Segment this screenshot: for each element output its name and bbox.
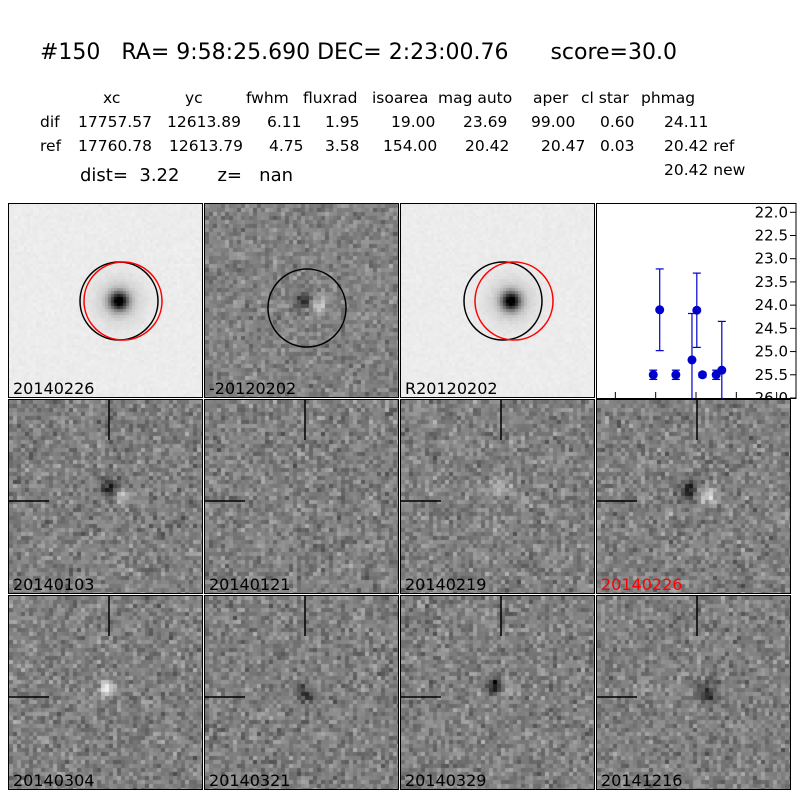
y-tick-label: 22.0	[755, 203, 788, 221]
aperture-overlay	[79, 261, 163, 341]
data-point	[687, 355, 697, 365]
dif-mag-auto: 23.69	[463, 113, 508, 131]
z-value: z= nan	[217, 165, 294, 186]
dif-cl-star: 0.60	[600, 113, 635, 131]
new-aperture-circle	[474, 261, 554, 341]
light-curve-plot: 22.022.523.023.524.024.525.025.526.0−100…	[596, 203, 797, 423]
diff-stamp: 20141216	[596, 595, 791, 790]
col-header-phmag: phmag	[641, 89, 696, 107]
crosshair	[9, 596, 110, 698]
dif-fluxrad: 1.95	[325, 113, 360, 131]
y-tick-label: 24.0	[755, 296, 788, 314]
ref-aperture-circle	[79, 261, 159, 341]
ref-fwhm: 4.75	[269, 137, 304, 155]
stamp-image	[9, 204, 202, 397]
crosshair	[401, 400, 502, 502]
col-header-aper: aper	[533, 89, 569, 107]
stamp-top-2: R20120202	[400, 203, 595, 398]
dif-phmag: 24.11	[664, 113, 709, 131]
stamp-label: 20141216	[601, 771, 683, 790]
stamp-image	[9, 400, 202, 593]
dist-value: dist= 3.22	[80, 165, 180, 186]
stamp-label: 20140321	[209, 771, 291, 790]
stamp-label: 20140226	[13, 379, 95, 398]
crosshair	[597, 596, 698, 698]
ref-aper: 20.47	[541, 137, 586, 155]
dif-isoarea: 19.00	[391, 113, 436, 131]
diff-stamp: 20140226	[596, 399, 791, 594]
diff-stamp: 20140121	[204, 399, 399, 594]
stamp-image	[205, 596, 398, 789]
dif-fwhm: 6.11	[267, 113, 302, 131]
y-tick-label: 25.5	[755, 366, 788, 384]
stamp-image	[205, 400, 398, 593]
crosshair	[205, 596, 306, 698]
ref-fluxrad: 3.58	[325, 137, 360, 155]
ref-phmag: 20.42 ref	[664, 137, 735, 155]
stamp-label: 20140329	[405, 771, 487, 790]
y-tick-label: 22.5	[755, 227, 788, 245]
crosshair	[597, 400, 698, 502]
row-label-ref: ref	[40, 137, 62, 155]
data-point	[648, 370, 658, 380]
stamp-label: 20140219	[405, 575, 487, 594]
stamp-image	[597, 400, 790, 593]
diff-stamp: 20140329	[400, 595, 595, 790]
stamp-image	[401, 596, 594, 789]
diff-stamp: 20140321	[204, 595, 399, 790]
stamp-image	[597, 596, 790, 789]
ref-cl-star: 0.03	[600, 137, 635, 155]
data-point	[697, 370, 707, 380]
col-header-cl-star: cl star	[581, 89, 629, 107]
data-point	[671, 370, 681, 380]
dif-yc: 12613.89	[167, 113, 241, 131]
crosshair	[9, 400, 110, 502]
stamp-top-1: -20120202	[204, 203, 399, 398]
col-header-isoarea: isoarea	[372, 89, 429, 107]
diff-stamp: 20140304	[8, 595, 203, 790]
stamp-label: -20120202	[209, 379, 297, 398]
ref-mag-auto: 20.42	[465, 137, 510, 155]
ref-xc: 17760.78	[78, 137, 152, 155]
stamp-label: 20140103	[13, 575, 95, 594]
dif-xc: 17757.57	[78, 113, 152, 131]
stamp-image	[401, 204, 594, 397]
stamp-image	[401, 400, 594, 593]
crosshair	[205, 400, 306, 502]
stamp-top-0: 20140226	[8, 203, 203, 398]
data-point	[717, 365, 727, 375]
aperture-overlay	[267, 268, 347, 348]
col-header-xc: xc	[103, 89, 121, 107]
phmag-new: 20.42 new	[664, 161, 746, 179]
col-header-fwhm: fwhm	[246, 89, 289, 107]
y-tick-label: 24.5	[755, 319, 788, 337]
new-aperture-circle	[83, 261, 163, 341]
row-label-dif: dif	[40, 113, 60, 131]
stamp-label: R20120202	[405, 379, 498, 398]
col-header-fluxrad: fluxrad	[303, 89, 358, 107]
col-header-mag-auto: mag auto	[438, 89, 513, 107]
aperture-overlay	[463, 261, 554, 341]
summary-line: dist= 3.22 z= nan	[80, 165, 293, 186]
dif-aper: 99.00	[531, 113, 576, 131]
y-tick-label: 25.0	[755, 343, 788, 361]
y-tick-label: 23.0	[755, 250, 788, 268]
diff-stamp: 20140219	[400, 399, 595, 594]
stamp-label: 20140304	[13, 771, 95, 790]
stamp-label: 20140121	[209, 575, 291, 594]
stamp-image	[205, 204, 398, 397]
ref-isoarea: 154.00	[383, 137, 438, 155]
y-tick-label: 23.5	[755, 273, 788, 291]
ref-yc: 12613.79	[169, 137, 243, 155]
crosshair	[401, 596, 502, 698]
data-point	[655, 305, 665, 315]
page-title: #150 RA= 9:58:25.690 DEC= 2:23:00.76 sco…	[40, 40, 677, 65]
stamp-image	[9, 596, 202, 789]
ref-aperture-circle	[267, 268, 347, 348]
diff-stamp: 20140103	[8, 399, 203, 594]
ref-aperture-circle	[463, 261, 543, 341]
data-point	[692, 305, 702, 315]
col-header-yc: yc	[185, 89, 203, 107]
stamp-label: 20140226	[601, 575, 683, 594]
